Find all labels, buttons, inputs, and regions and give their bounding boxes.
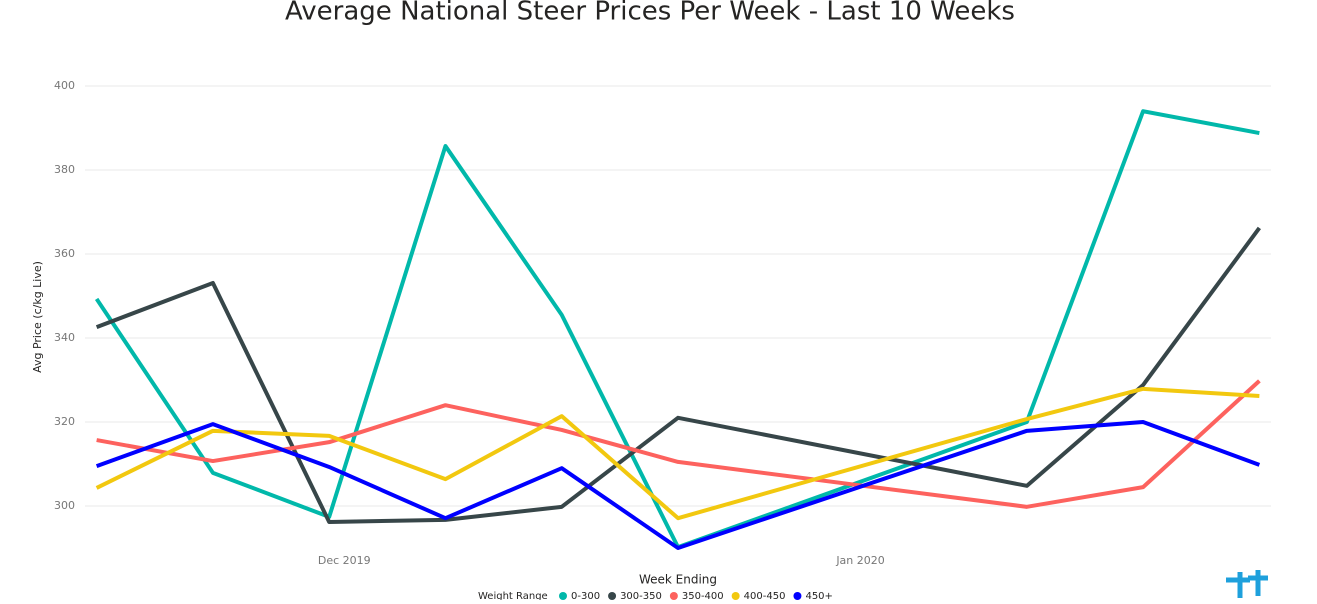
y-tick-label: 320 — [54, 415, 75, 428]
series-line — [94, 109, 1260, 550]
series-line — [95, 226, 1261, 524]
legend-swatch — [559, 592, 567, 600]
legend-swatch — [731, 592, 740, 600]
legend-swatch — [608, 592, 617, 600]
x-tick-label: Jan 2020 — [835, 554, 884, 567]
legend-title: Weight Range — [478, 591, 548, 600]
y-axis-label: Avg Price (c/kg Live) — [31, 261, 44, 373]
y-tick-label: 400 — [54, 79, 75, 92]
legend-label: 450+ — [805, 591, 832, 600]
logo — [1226, 570, 1268, 598]
series-line — [96, 379, 1261, 509]
legend-swatch — [669, 592, 678, 600]
chart-title: Average National Steer Prices Per Week -… — [285, 0, 1015, 27]
legend-label: 350-400 — [682, 591, 724, 600]
x-tick-label: Dec 2019 — [318, 554, 371, 567]
y-tick-label: 340 — [54, 331, 75, 344]
y-tick-label: 360 — [54, 247, 75, 260]
legend-swatch — [793, 592, 802, 600]
x-axis-label: Week Ending — [639, 573, 717, 587]
series-line — [95, 386, 1260, 521]
y-tick-label: 380 — [54, 163, 75, 176]
series-line — [95, 420, 1261, 550]
legend-label: 0-300 — [571, 591, 600, 600]
y-tick-label: 300 — [54, 499, 75, 512]
legend-label: 300-350 — [620, 591, 662, 600]
legend-label: 400-450 — [744, 591, 786, 600]
